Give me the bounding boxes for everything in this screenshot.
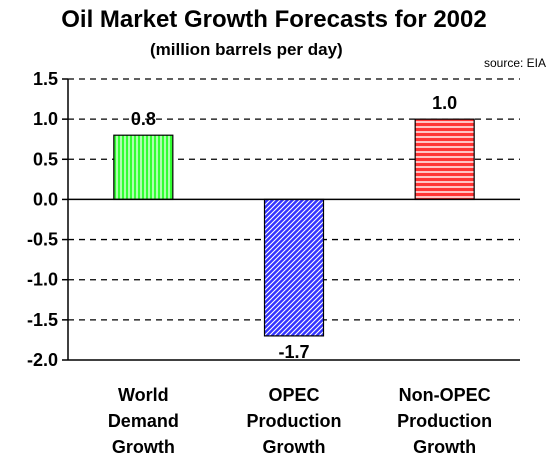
y-tick-label: 1.5 bbox=[33, 69, 58, 89]
data-label-world-demand-growth: 0.8 bbox=[131, 109, 156, 129]
category-label-opec-production-growth: OPEC Production Growth bbox=[229, 382, 359, 460]
category-label-line: Demand bbox=[107, 411, 179, 431]
bar-world-demand-growth bbox=[113, 134, 174, 201]
data-labels: 0.8 -1.7 1.0 bbox=[131, 93, 457, 362]
chart-subtitle: (million barrels per day) bbox=[150, 40, 343, 59]
y-tick-label: -2.0 bbox=[27, 350, 58, 370]
y-tick-label: 0.5 bbox=[33, 149, 58, 169]
bars bbox=[113, 118, 475, 337]
y-tick-label: -1.5 bbox=[27, 310, 58, 330]
bar-non-opec-production-growth bbox=[414, 118, 475, 201]
category-label-line: Growth bbox=[413, 437, 477, 457]
y-tick-label: 0.0 bbox=[33, 189, 58, 209]
data-label-opec-production-growth: -1.7 bbox=[278, 342, 309, 362]
y-tick-label: -0.5 bbox=[27, 230, 58, 250]
category-label-line: Growth bbox=[111, 437, 175, 457]
y-tick-label: 1.0 bbox=[33, 109, 58, 129]
category-label-world-demand-growth: World Demand Growth bbox=[78, 382, 208, 460]
axes: 1.5 1.0 0.5 0.0 -0.5 -1.0 -1.5 -2.0 bbox=[27, 69, 520, 370]
chart-title: Oil Market Growth Forecasts for 2002 bbox=[61, 6, 487, 33]
category-label-line: Non-OPEC bbox=[398, 385, 491, 405]
category-label-non-opec-production-growth: Non-OPEC Production Growth bbox=[380, 382, 510, 460]
category-label-line: Growth bbox=[262, 437, 326, 457]
source-note: source: EIA bbox=[483, 56, 546, 70]
category-label-line: Production bbox=[246, 411, 342, 431]
data-label-non-opec-production-growth: 1.0 bbox=[432, 93, 457, 113]
bar-opec-production-growth bbox=[263, 198, 325, 337]
category-label-line: World bbox=[117, 385, 169, 405]
y-tick-label: -1.0 bbox=[27, 270, 58, 290]
category-label-line: OPEC bbox=[268, 385, 320, 405]
category-label-line: Production bbox=[397, 411, 493, 431]
